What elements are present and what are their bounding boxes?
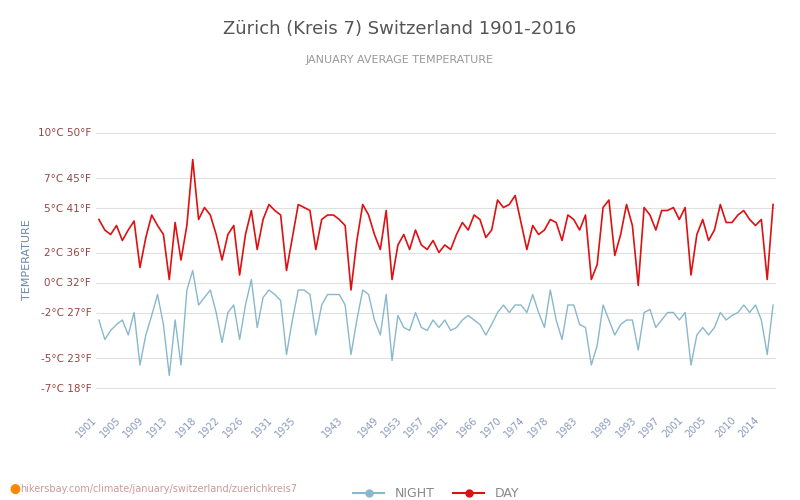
Legend: NIGHT, DAY: NIGHT, DAY <box>348 482 524 500</box>
Text: ⬤: ⬤ <box>10 484 21 494</box>
Text: Zürich (Kreis 7) Switzerland 1901-2016: Zürich (Kreis 7) Switzerland 1901-2016 <box>223 20 577 38</box>
Text: hikersbay.com/climate/january/switzerland/zuerichkreis7: hikersbay.com/climate/january/switzerlan… <box>20 484 297 494</box>
Y-axis label: TEMPERATURE: TEMPERATURE <box>22 220 32 300</box>
Text: JANUARY AVERAGE TEMPERATURE: JANUARY AVERAGE TEMPERATURE <box>306 55 494 65</box>
